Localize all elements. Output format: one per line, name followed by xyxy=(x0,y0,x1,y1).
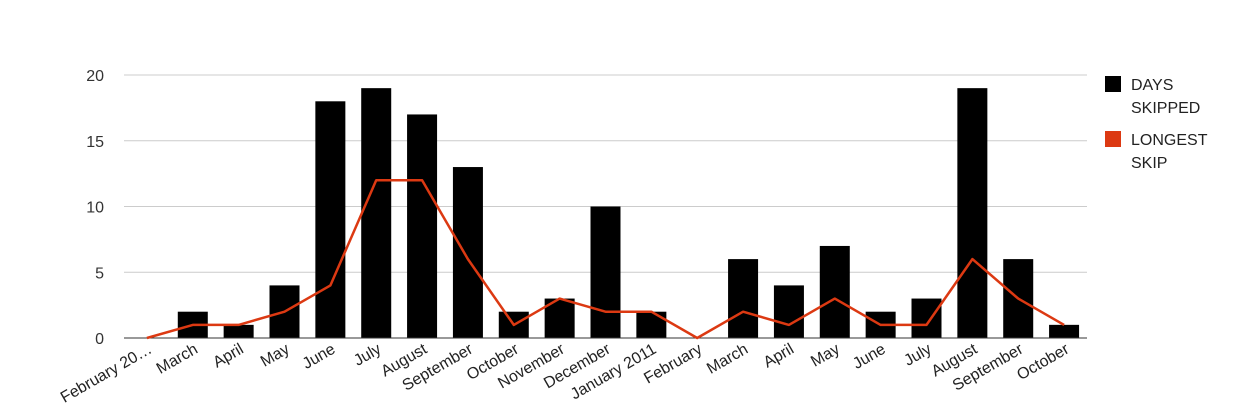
bar-days-skipped xyxy=(911,298,942,338)
x-axis: February 20…March April May June JulyAugustS… xyxy=(58,340,1073,406)
x-tick-label: June xyxy=(300,341,339,373)
x-tick-label: June xyxy=(850,341,889,373)
x-tick-label: April xyxy=(210,341,246,372)
x-tick-label: April xyxy=(761,341,797,372)
y-tick-label: 10 xyxy=(86,200,104,217)
bar-days-skipped xyxy=(728,259,759,338)
bar-days-skipped xyxy=(407,114,438,338)
bar-series-days-skipped xyxy=(177,88,1080,339)
bar-days-skipped xyxy=(452,167,483,338)
legend-swatch xyxy=(1105,131,1121,147)
legend: DAYS SKIPPED LONGEST SKIP xyxy=(1105,76,1208,172)
bar-days-skipped xyxy=(1049,324,1080,338)
y-tick-label: 0 xyxy=(95,331,104,348)
legend-label: SKIPPED xyxy=(1131,100,1200,117)
bar-days-skipped xyxy=(636,311,667,338)
legend-label: DAYS xyxy=(1131,77,1173,94)
x-tick-label: May xyxy=(258,341,293,371)
bar-days-skipped xyxy=(590,206,621,338)
legend-label: SKIP xyxy=(1131,155,1167,172)
bar-days-skipped xyxy=(773,285,804,338)
bar-days-skipped xyxy=(223,324,254,338)
y-tick-label: 15 xyxy=(86,134,104,151)
line-series-longest-skip xyxy=(146,178,1065,340)
x-tick-label: March xyxy=(704,341,751,378)
x-tick-label: March xyxy=(154,341,201,378)
legend-swatch xyxy=(1105,76,1121,92)
bar-days-skipped xyxy=(361,88,392,339)
x-tick-label: October xyxy=(1014,340,1072,384)
legend-label: LONGEST xyxy=(1131,132,1208,149)
x-tick-label: February 20… xyxy=(58,341,155,407)
x-tick-label: May xyxy=(808,341,843,371)
bar-days-skipped xyxy=(819,245,850,338)
y-tick-label: 5 xyxy=(95,265,104,282)
y-tick-label: 20 xyxy=(86,68,104,85)
bar-days-skipped xyxy=(957,88,988,339)
y-axis: 0 5 10 15 20 xyxy=(86,68,104,348)
bar-days-skipped xyxy=(315,101,346,338)
